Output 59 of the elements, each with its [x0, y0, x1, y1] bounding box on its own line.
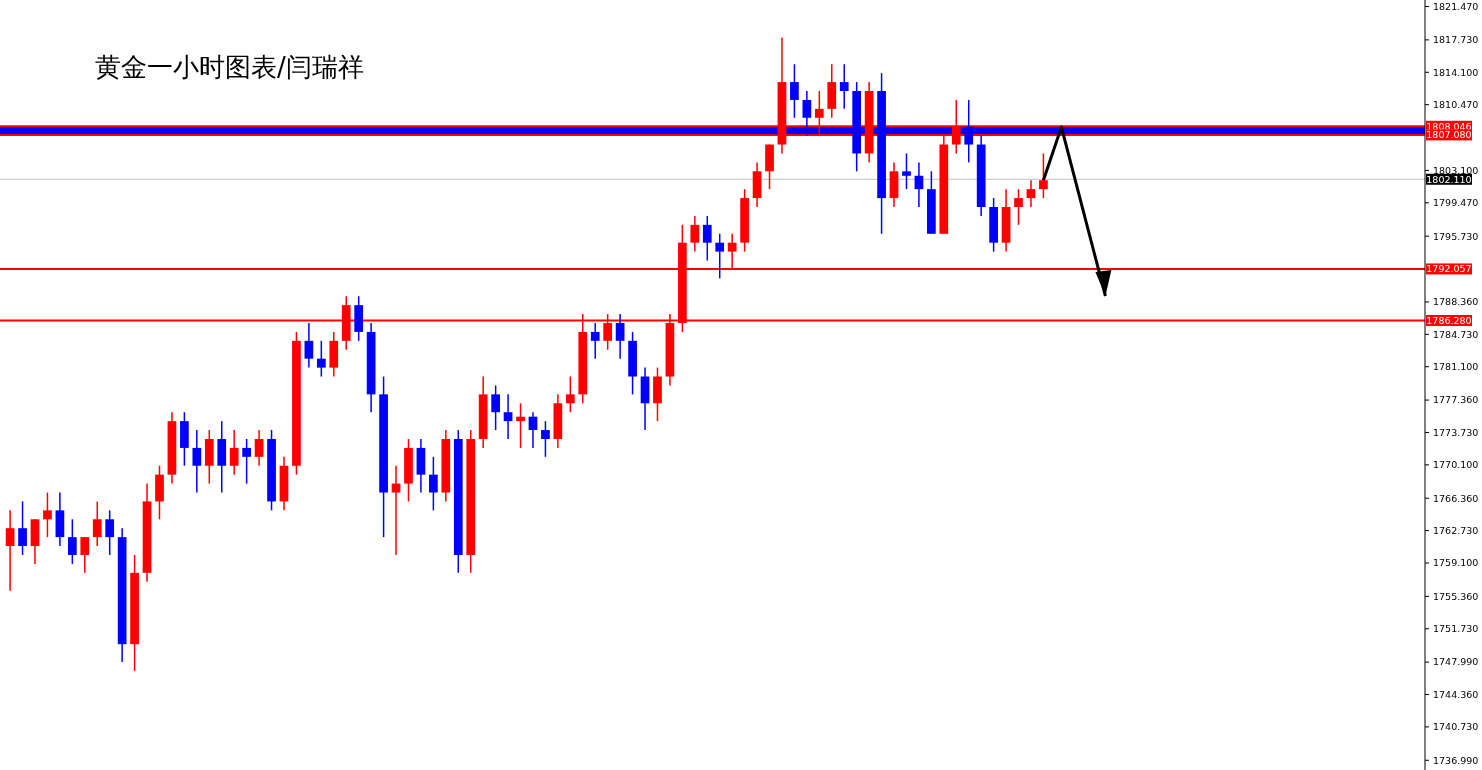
candlestick	[516, 402, 525, 449]
candlestick	[1026, 179, 1036, 208]
candlestick	[192, 429, 202, 494]
candlestick	[702, 215, 712, 262]
candlestick	[839, 63, 849, 110]
y-tick-label: 1751.730	[1433, 623, 1479, 635]
y-tick-label: 1777.360	[1433, 394, 1479, 406]
candlestick	[590, 322, 600, 360]
ref-line-label: 1792.057	[1426, 263, 1472, 275]
candlestick	[254, 429, 264, 467]
y-tick-label: 1795.730	[1433, 230, 1479, 242]
candlestick	[18, 500, 27, 556]
candlestick	[429, 456, 438, 512]
candlestick	[80, 536, 90, 574]
y-tick-label: 1784.730	[1433, 328, 1479, 340]
ref-line-label: 1807.080	[1426, 129, 1472, 141]
candlestick	[503, 393, 513, 440]
y-tick-label: 1740.730	[1433, 721, 1479, 733]
y-tick-label: 1788.360	[1433, 296, 1479, 308]
candlestick	[43, 491, 52, 538]
candlestick	[391, 465, 401, 556]
candlestick	[5, 509, 15, 592]
ref-line-label: 1808.046	[1426, 120, 1472, 132]
candlestick	[715, 233, 725, 280]
ref-line-label: 1802.110	[1426, 173, 1472, 185]
y-tick-label: 1821.470	[1433, 0, 1479, 12]
candlestick	[491, 384, 500, 431]
y-tick-label: 1747.990	[1433, 656, 1479, 668]
y-tick-label: 1744.360	[1433, 688, 1479, 700]
candlestick	[690, 215, 700, 253]
candlestick	[790, 63, 799, 119]
y-tick-label: 1810.470	[1433, 98, 1479, 110]
y-tick-label: 1736.990	[1433, 754, 1479, 766]
y-tick-label: 1766.360	[1433, 492, 1479, 504]
candlestick	[1039, 152, 1048, 199]
candlestick	[304, 322, 314, 369]
candlestick	[1014, 188, 1023, 226]
y-tick-label: 1759.100	[1433, 557, 1479, 569]
candlestick	[242, 438, 251, 485]
candlestick	[615, 313, 625, 360]
candlestick	[105, 509, 115, 556]
y-tick-label: 1817.730	[1433, 34, 1479, 46]
text: 黄金一小时图表/闫瑞祥	[95, 52, 364, 82]
candlestick	[229, 429, 239, 476]
candlestick	[902, 152, 911, 190]
candlestick	[565, 375, 575, 413]
y-tick-label: 1762.730	[1433, 524, 1479, 536]
y-tick-label: 1770.100	[1433, 459, 1479, 471]
y-tick-label: 1781.100	[1433, 361, 1479, 373]
candlestick	[541, 420, 550, 458]
candlestick	[316, 340, 326, 378]
candlestick	[92, 500, 102, 547]
ref-line-label: 1786.280	[1426, 314, 1472, 326]
y-tick-label: 1755.360	[1433, 590, 1479, 602]
y-tick-label: 1773.730	[1433, 426, 1479, 438]
candlestick	[67, 518, 77, 565]
y-tick-label: 1814.100	[1433, 66, 1479, 78]
y-tick-label: 1799.470	[1433, 197, 1479, 209]
y-tick-label: 1803.100	[1433, 164, 1479, 176]
